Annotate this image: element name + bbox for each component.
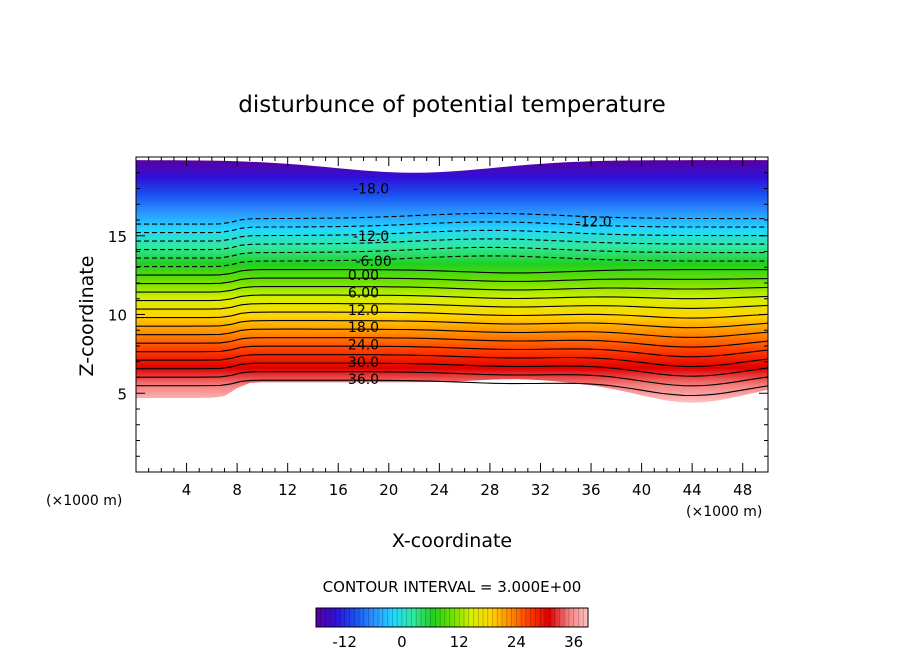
contour-line	[136, 277, 768, 285]
contour-line	[136, 221, 768, 234]
contour-line	[136, 269, 768, 276]
x-tick-label: 36	[581, 481, 600, 499]
contour-label: 6.00	[348, 285, 379, 301]
colorbar-tick-label: 36	[564, 633, 583, 651]
contour-line	[136, 238, 768, 251]
contour-lines	[136, 212, 768, 397]
colorbar-frame	[315, 607, 589, 628]
contour-line	[136, 379, 768, 397]
colorbar-ticks: -12 0 12 24 36	[332, 633, 583, 651]
x-tick-label: 28	[480, 481, 499, 499]
contour-label: 24.0	[348, 337, 379, 353]
contour-label: 12.0	[348, 303, 379, 319]
x-unit-left: (×1000 m)	[46, 493, 122, 509]
colorbar: -12 0 12 24 36	[315, 607, 589, 651]
contour-line	[136, 255, 768, 268]
contour-interval-text: CONTOUR INTERVAL = 3.000E+00	[323, 578, 582, 596]
contour-label: 18.0	[348, 320, 379, 336]
contour-label: 0.00	[348, 268, 379, 284]
y-tick-label: 10	[108, 307, 127, 325]
contour-line	[136, 246, 768, 259]
contour-line	[136, 229, 768, 242]
contour-line	[136, 362, 768, 377]
contour-line	[136, 286, 768, 293]
x-tick-label: 20	[379, 481, 398, 499]
contour-line	[136, 311, 768, 319]
x-tick-label: 16	[329, 481, 348, 499]
contour-line	[136, 345, 768, 358]
contour-label: 30.0	[348, 355, 379, 371]
x-tick-label: 12	[278, 481, 297, 499]
contour-field	[136, 160, 768, 403]
y-tick-label: 15	[108, 228, 127, 246]
x-axis-label: X-coordinate	[392, 530, 512, 552]
contour-label: -12.0	[575, 215, 611, 231]
contour-line	[136, 212, 768, 225]
y-tick-label: 5	[117, 385, 127, 403]
chart-title: disturbunce of potential temperature	[238, 92, 666, 118]
x-tick-label: 24	[430, 481, 449, 499]
colorbar-tick-label: -12	[332, 633, 357, 651]
contour-label: 36.0	[348, 372, 379, 388]
x-unit-right: (×1000 m)	[686, 504, 762, 520]
plot-area: -18.0 -12.0 -12.0 -6.000.006.00 12.018.024.0…	[136, 157, 768, 472]
y-axis-label: Z-coordinate	[76, 256, 98, 377]
contour-line	[136, 328, 768, 338]
x-axis-ticks: 4 8 12 16 20 24 28 32 36 40 44 48	[148, 157, 769, 499]
contour-line	[136, 303, 768, 310]
contour-line	[136, 371, 768, 387]
x-tick-label: 8	[232, 481, 242, 499]
colorbar-fill	[316, 608, 588, 627]
colorbar-tick-label: 24	[507, 633, 526, 651]
x-tick-label: 48	[733, 481, 752, 499]
x-tick-label: 32	[531, 481, 550, 499]
x-tick-label: 44	[683, 481, 702, 499]
colorbar-tick-label: 0	[397, 633, 407, 651]
x-tick-label: 40	[632, 481, 651, 499]
contour-labels: -18.0 -12.0 -12.0 -6.000.006.00 12.018.024.0…	[348, 182, 612, 389]
colorbar-segments	[315, 608, 589, 627]
colorbar-tick-label: 12	[450, 633, 469, 651]
contour-label: -12.0	[353, 229, 389, 245]
contour-line	[136, 354, 768, 368]
contour-label: -6.00	[356, 254, 392, 270]
contour-label: -18.0	[353, 182, 389, 198]
contour-line	[136, 320, 768, 329]
contour-line	[136, 294, 768, 302]
y-axis-ticks: 5 10 15	[108, 172, 768, 457]
x-tick-label: 4	[182, 481, 192, 499]
contour-line	[136, 337, 768, 348]
